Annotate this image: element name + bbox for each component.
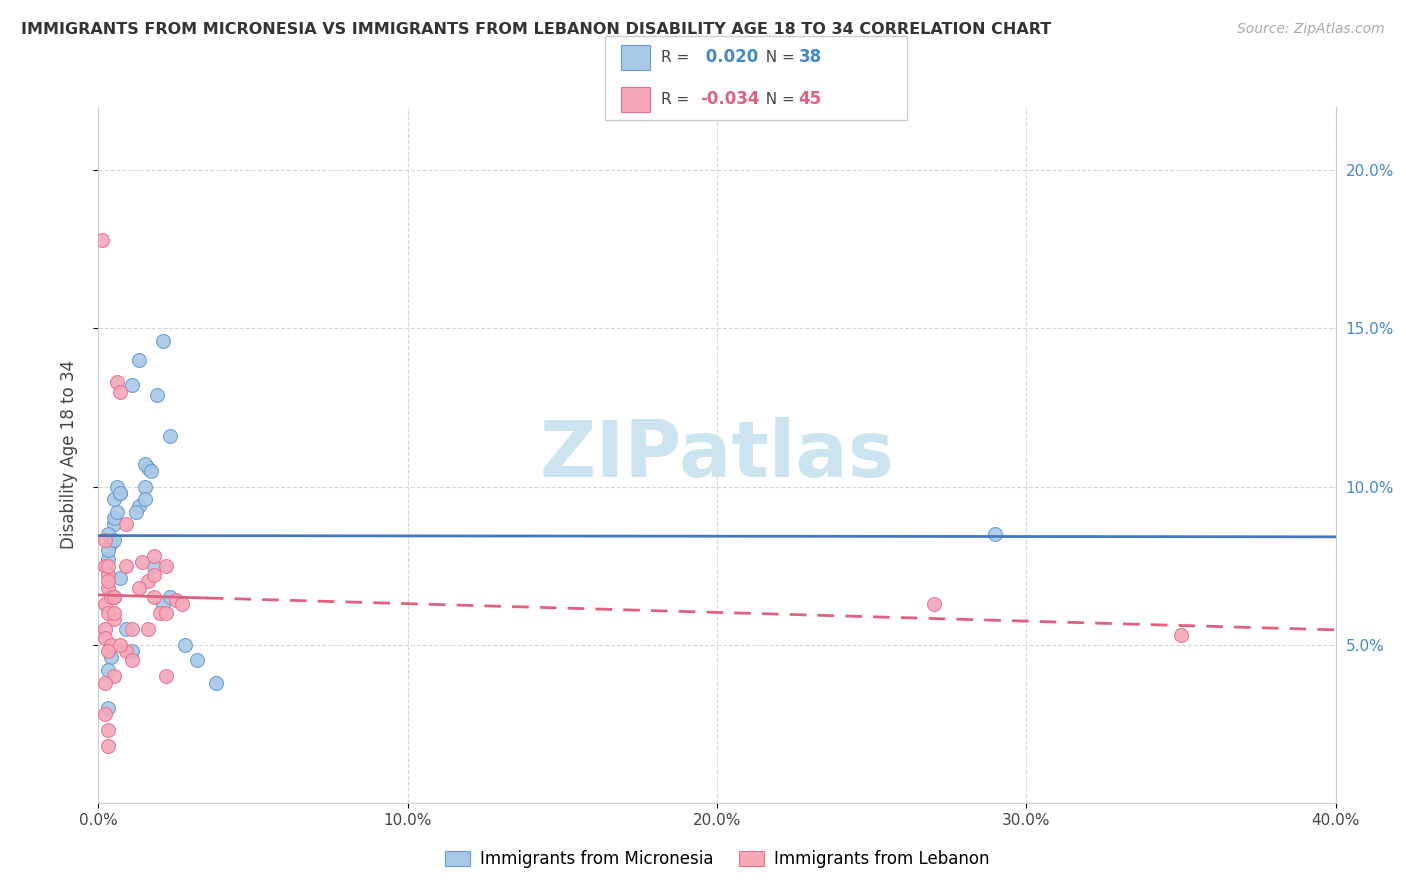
Point <box>124 505 146 519</box>
Legend: Immigrants from Micronesia, Immigrants from Lebanon: Immigrants from Micronesia, Immigrants f… <box>439 843 995 874</box>
Point <box>103 533 125 548</box>
Point <box>1170 628 1192 642</box>
Text: IMMIGRANTS FROM MICRONESIA VS IMMIGRANTS FROM LEBANON DISABILITY AGE 18 TO 34 CO: IMMIGRANTS FROM MICRONESIA VS IMMIGRANTS… <box>21 22 1052 37</box>
Point <box>103 492 125 507</box>
Point <box>103 591 125 605</box>
Point <box>100 591 122 605</box>
Point <box>97 701 120 715</box>
Text: Source: ZipAtlas.com: Source: ZipAtlas.com <box>1237 22 1385 37</box>
Point <box>108 638 131 652</box>
Point <box>103 669 125 683</box>
Point <box>97 606 120 620</box>
Point <box>984 527 1007 541</box>
Point <box>108 486 131 500</box>
Point <box>97 644 120 658</box>
Point <box>93 622 115 636</box>
Point <box>922 597 945 611</box>
Point <box>97 581 120 595</box>
Point <box>108 486 131 500</box>
Point <box>146 388 169 402</box>
Point <box>93 597 115 611</box>
Point <box>134 492 156 507</box>
Point <box>115 622 138 636</box>
Point <box>108 571 131 585</box>
Point <box>128 581 150 595</box>
Point <box>143 568 166 582</box>
Point <box>121 378 143 392</box>
Point <box>93 558 115 573</box>
Text: 38: 38 <box>799 48 821 66</box>
Point <box>143 549 166 563</box>
Point <box>121 622 143 636</box>
Point <box>97 542 120 557</box>
Point <box>205 675 228 690</box>
Point <box>97 568 120 582</box>
Point <box>149 606 172 620</box>
Y-axis label: Disability Age 18 to 34: Disability Age 18 to 34 <box>59 360 77 549</box>
Point <box>155 558 177 573</box>
Point <box>136 574 159 589</box>
Point <box>115 517 138 532</box>
Point <box>128 353 150 368</box>
Point <box>174 638 197 652</box>
Point <box>108 384 131 399</box>
Text: R =: R = <box>661 50 695 64</box>
Point <box>105 375 128 389</box>
Point <box>97 574 120 589</box>
Point <box>159 591 181 605</box>
Point <box>152 334 174 348</box>
Text: 45: 45 <box>799 90 821 108</box>
Point <box>103 612 125 626</box>
Point <box>103 511 125 525</box>
Point <box>105 505 128 519</box>
Point <box>143 558 166 573</box>
Point <box>136 622 159 636</box>
Point <box>100 536 122 550</box>
Point <box>139 464 162 478</box>
Point <box>93 707 115 722</box>
Point <box>115 644 138 658</box>
Point <box>97 527 120 541</box>
Point <box>134 479 156 493</box>
Point <box>143 591 166 605</box>
Point <box>100 650 122 665</box>
Point <box>90 233 112 247</box>
Point <box>155 669 177 683</box>
Point <box>93 675 115 690</box>
Point <box>97 663 120 677</box>
Point <box>186 653 208 667</box>
Text: N =: N = <box>756 92 800 106</box>
Point <box>97 552 120 566</box>
Point <box>152 597 174 611</box>
Text: -0.034: -0.034 <box>700 90 759 108</box>
Point <box>97 739 120 753</box>
Text: N =: N = <box>756 50 800 64</box>
Point <box>97 723 120 737</box>
Text: ZIPatlas: ZIPatlas <box>540 417 894 493</box>
Point <box>97 558 120 573</box>
Point <box>103 517 125 532</box>
Point <box>103 591 125 605</box>
Point <box>128 499 150 513</box>
Point <box>121 653 143 667</box>
Point <box>93 533 115 548</box>
Point <box>105 479 128 493</box>
Point <box>134 458 156 472</box>
Point <box>159 429 181 443</box>
Point <box>131 556 153 570</box>
Point <box>136 460 159 475</box>
Point <box>170 597 193 611</box>
Point <box>100 638 122 652</box>
Point <box>93 632 115 646</box>
Point <box>121 644 143 658</box>
Point <box>115 558 138 573</box>
Point <box>155 606 177 620</box>
Point <box>103 606 125 620</box>
Text: 0.020: 0.020 <box>700 48 758 66</box>
Text: R =: R = <box>661 92 695 106</box>
Point <box>165 593 187 607</box>
